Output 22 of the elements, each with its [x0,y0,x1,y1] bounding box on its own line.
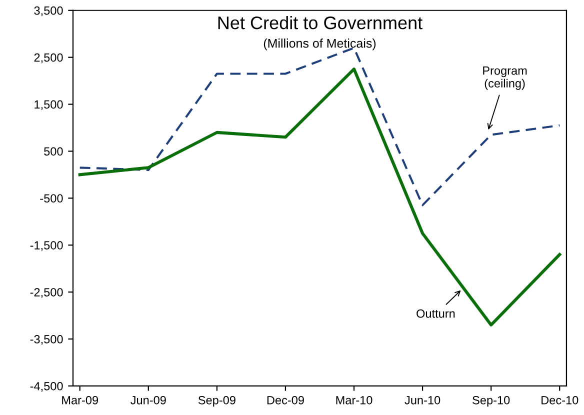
y-tick-label: 500 [44,147,63,156]
chart-title: Net Credit to Government [218,16,422,30]
x-tick-label: Dec-10 [542,396,578,404]
x-tick-label: Sep-09 [198,396,236,407]
x-tick-label: Jun-09 [130,396,166,404]
y-tick-label: -4,500 [30,382,63,392]
x-tick-label: Sep-10 [472,396,510,407]
x-tick-label: Mar-10 [336,396,372,404]
y-tick-label: 2,500 [34,53,63,64]
annotation: Program (ceiling) [483,66,527,90]
x-tick-label: Jun-10 [404,396,440,404]
y-tick-label: -1,500 [30,241,63,251]
y-tick-label: -2,500 [30,288,63,298]
x-tick-label: Mar-09 [62,396,98,404]
y-tick-label: -500 [40,194,63,203]
y-tick-label: 1,500 [34,100,63,110]
annotation: Outturn [416,309,455,318]
y-tick-label: -3,500 [30,335,63,345]
x-tick-label: Dec-09 [267,396,304,404]
y-tick-label: 3,500 [34,6,63,16]
line-series [78,68,562,326]
text: (Millions of Meticais) [264,38,376,50]
